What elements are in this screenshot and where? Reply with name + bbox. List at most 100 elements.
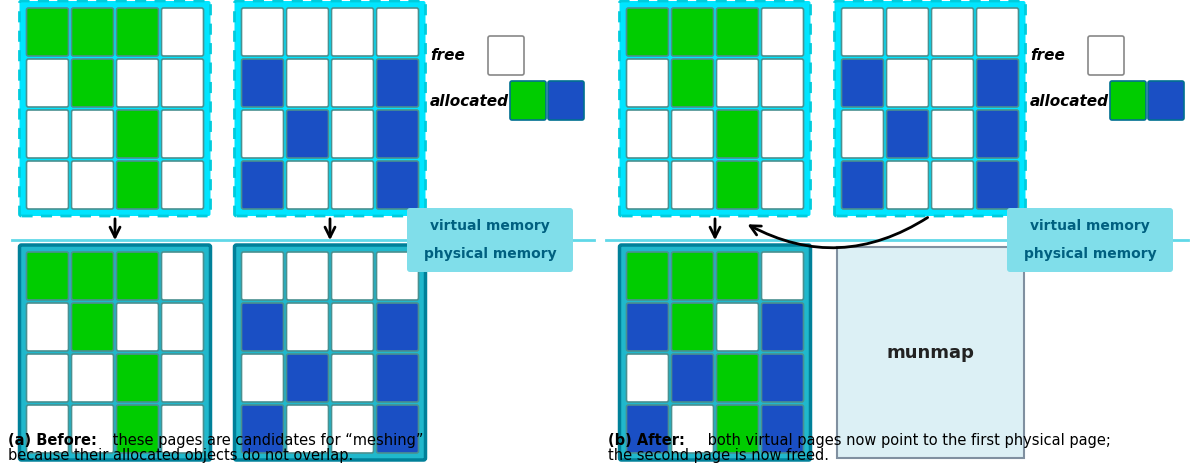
FancyBboxPatch shape [716, 8, 758, 56]
FancyBboxPatch shape [672, 303, 714, 351]
FancyBboxPatch shape [762, 405, 804, 453]
FancyBboxPatch shape [510, 81, 546, 120]
Text: (a) Before:: (a) Before: [8, 433, 97, 448]
Text: virtual memory: virtual memory [1030, 219, 1150, 233]
FancyBboxPatch shape [116, 405, 158, 453]
FancyBboxPatch shape [26, 252, 68, 300]
FancyBboxPatch shape [331, 59, 373, 107]
FancyBboxPatch shape [116, 8, 158, 56]
FancyBboxPatch shape [116, 59, 158, 107]
Text: physical memory: physical memory [1024, 247, 1157, 261]
FancyBboxPatch shape [26, 110, 68, 158]
FancyBboxPatch shape [977, 59, 1019, 107]
FancyBboxPatch shape [72, 405, 114, 453]
FancyBboxPatch shape [116, 354, 158, 402]
FancyBboxPatch shape [1110, 81, 1146, 120]
FancyBboxPatch shape [716, 161, 758, 209]
FancyBboxPatch shape [1007, 236, 1174, 272]
FancyBboxPatch shape [716, 354, 758, 402]
FancyBboxPatch shape [548, 81, 584, 120]
FancyBboxPatch shape [287, 110, 329, 158]
FancyBboxPatch shape [72, 303, 114, 351]
FancyBboxPatch shape [762, 303, 804, 351]
Text: physical memory: physical memory [424, 247, 557, 261]
FancyBboxPatch shape [716, 303, 758, 351]
Text: free: free [1030, 49, 1064, 63]
FancyBboxPatch shape [162, 110, 204, 158]
FancyBboxPatch shape [26, 8, 68, 56]
FancyBboxPatch shape [162, 405, 204, 453]
FancyBboxPatch shape [762, 8, 804, 56]
FancyBboxPatch shape [407, 208, 574, 244]
Text: free: free [430, 49, 464, 63]
FancyBboxPatch shape [162, 161, 204, 209]
FancyBboxPatch shape [619, 245, 810, 460]
FancyBboxPatch shape [241, 354, 283, 402]
FancyBboxPatch shape [626, 354, 668, 402]
FancyBboxPatch shape [162, 303, 204, 351]
FancyBboxPatch shape [672, 252, 714, 300]
FancyBboxPatch shape [931, 8, 973, 56]
FancyBboxPatch shape [331, 303, 373, 351]
FancyBboxPatch shape [377, 59, 419, 107]
Text: these pages are candidates for “meshing”: these pages are candidates for “meshing” [108, 433, 424, 448]
FancyBboxPatch shape [287, 303, 329, 351]
FancyBboxPatch shape [331, 110, 373, 158]
FancyBboxPatch shape [1088, 36, 1124, 75]
FancyBboxPatch shape [331, 161, 373, 209]
FancyBboxPatch shape [234, 245, 426, 460]
FancyBboxPatch shape [762, 161, 804, 209]
Bar [836, 247, 1024, 458]
FancyBboxPatch shape [716, 252, 758, 300]
FancyBboxPatch shape [377, 354, 419, 402]
FancyBboxPatch shape [626, 252, 668, 300]
FancyBboxPatch shape [331, 252, 373, 300]
FancyBboxPatch shape [841, 8, 883, 56]
FancyBboxPatch shape [331, 354, 373, 402]
FancyBboxPatch shape [626, 303, 668, 351]
FancyBboxPatch shape [26, 405, 68, 453]
FancyBboxPatch shape [407, 236, 574, 272]
FancyBboxPatch shape [72, 252, 114, 300]
FancyBboxPatch shape [19, 245, 210, 460]
FancyBboxPatch shape [762, 59, 804, 107]
FancyBboxPatch shape [377, 252, 419, 300]
FancyBboxPatch shape [241, 252, 283, 300]
FancyBboxPatch shape [977, 161, 1019, 209]
FancyBboxPatch shape [72, 8, 114, 56]
FancyBboxPatch shape [626, 8, 668, 56]
FancyBboxPatch shape [162, 8, 204, 56]
FancyBboxPatch shape [241, 161, 283, 209]
FancyBboxPatch shape [241, 59, 283, 107]
FancyBboxPatch shape [716, 405, 758, 453]
FancyBboxPatch shape [331, 405, 373, 453]
FancyBboxPatch shape [234, 1, 426, 216]
Text: allocated: allocated [1030, 93, 1109, 109]
FancyBboxPatch shape [488, 36, 524, 75]
FancyBboxPatch shape [672, 161, 714, 209]
FancyBboxPatch shape [841, 110, 883, 158]
FancyBboxPatch shape [377, 8, 419, 56]
FancyBboxPatch shape [19, 1, 210, 216]
FancyBboxPatch shape [287, 8, 329, 56]
FancyBboxPatch shape [1007, 208, 1174, 244]
FancyBboxPatch shape [287, 161, 329, 209]
FancyBboxPatch shape [977, 110, 1019, 158]
FancyBboxPatch shape [26, 303, 68, 351]
Text: because their allocated objects do not overlap.: because their allocated objects do not o… [8, 448, 353, 463]
FancyBboxPatch shape [331, 8, 373, 56]
FancyBboxPatch shape [72, 354, 114, 402]
FancyBboxPatch shape [931, 161, 973, 209]
FancyBboxPatch shape [626, 161, 668, 209]
FancyBboxPatch shape [762, 354, 804, 402]
FancyBboxPatch shape [716, 110, 758, 158]
FancyBboxPatch shape [72, 59, 114, 107]
FancyBboxPatch shape [241, 8, 283, 56]
FancyBboxPatch shape [672, 59, 714, 107]
FancyBboxPatch shape [116, 303, 158, 351]
FancyBboxPatch shape [72, 161, 114, 209]
Text: munmap: munmap [886, 344, 974, 361]
FancyBboxPatch shape [377, 303, 419, 351]
FancyBboxPatch shape [241, 405, 283, 453]
FancyBboxPatch shape [162, 59, 204, 107]
